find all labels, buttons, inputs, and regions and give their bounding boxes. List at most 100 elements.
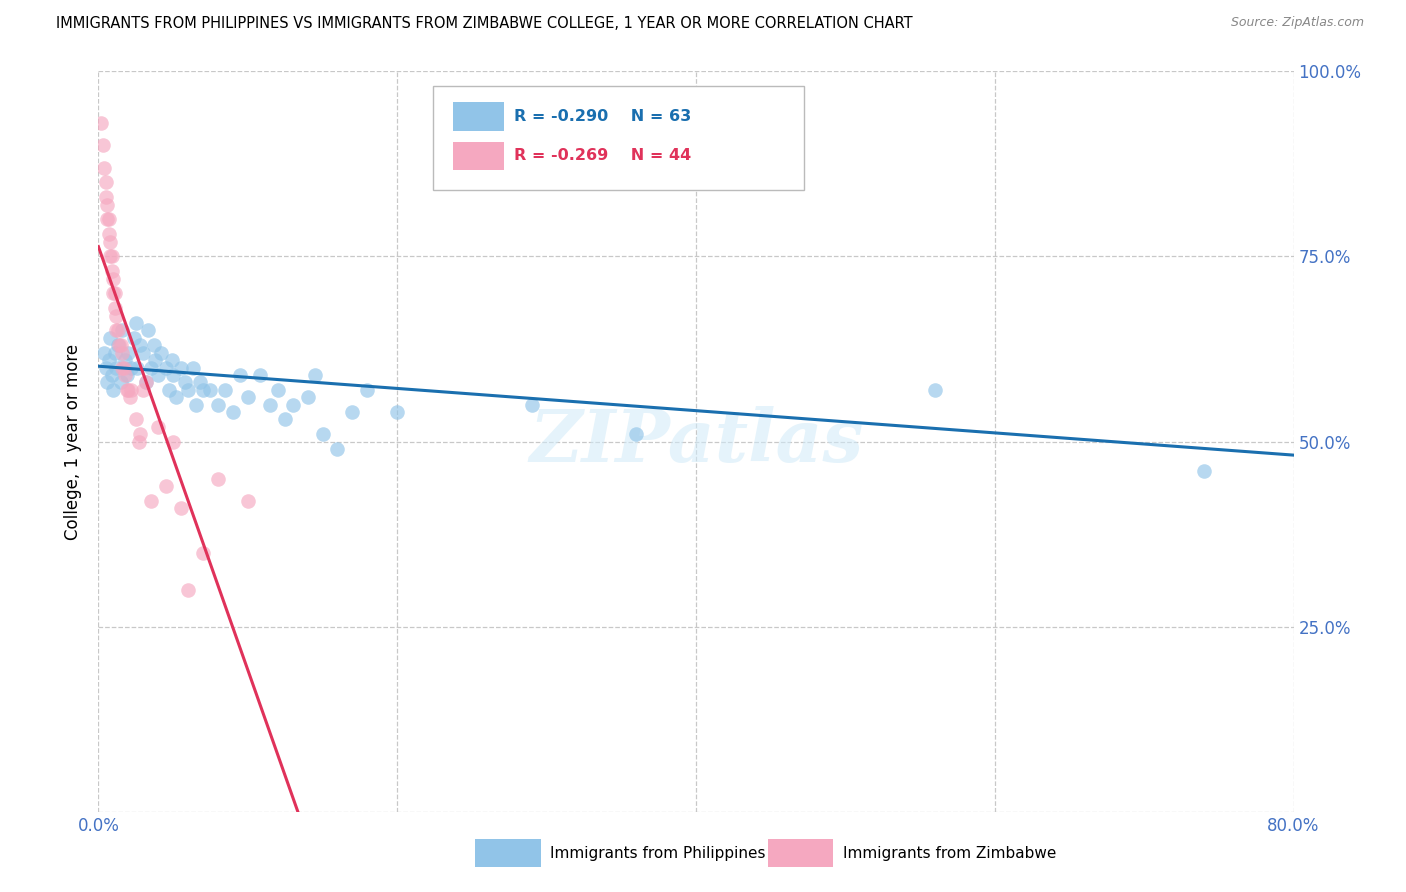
Point	[177, 383, 200, 397]
Point	[112, 360, 135, 375]
FancyBboxPatch shape	[768, 839, 834, 867]
Point	[188, 376, 211, 390]
Point	[281, 397, 304, 411]
Point	[461, 161, 484, 175]
Point	[143, 353, 166, 368]
Point	[94, 190, 117, 204]
FancyBboxPatch shape	[453, 103, 503, 130]
Point	[136, 324, 159, 338]
FancyBboxPatch shape	[475, 839, 540, 867]
Point	[115, 383, 138, 397]
Point	[103, 383, 125, 397]
Point	[274, 412, 297, 426]
Point	[222, 405, 245, 419]
Point	[105, 309, 128, 323]
Point	[160, 353, 183, 368]
Point	[520, 397, 543, 411]
Point	[207, 397, 229, 411]
Point	[115, 368, 138, 382]
Point	[259, 397, 281, 411]
Point	[100, 331, 122, 345]
Point	[169, 360, 191, 375]
Point	[114, 368, 136, 382]
Point	[214, 383, 236, 397]
Point	[104, 345, 127, 359]
Point	[120, 383, 142, 397]
FancyBboxPatch shape	[453, 142, 503, 169]
Point	[117, 345, 139, 359]
Point	[111, 345, 134, 359]
Point	[311, 427, 333, 442]
Point	[108, 338, 131, 352]
Point	[94, 360, 117, 375]
Point	[1192, 464, 1215, 478]
Point	[128, 434, 150, 449]
Point	[93, 161, 115, 175]
Point	[342, 405, 364, 419]
FancyBboxPatch shape	[433, 87, 804, 190]
Point	[385, 405, 409, 419]
Point	[93, 345, 115, 359]
Y-axis label: College, 1 year or more: College, 1 year or more	[65, 343, 83, 540]
Point	[148, 368, 170, 382]
Point	[236, 390, 259, 404]
Point	[97, 227, 120, 242]
Point	[132, 345, 155, 359]
Text: Immigrants from Zimbabwe: Immigrants from Zimbabwe	[844, 846, 1056, 861]
Point	[297, 390, 319, 404]
Point	[155, 479, 177, 493]
Point	[162, 368, 184, 382]
Point	[139, 360, 162, 375]
Point	[184, 397, 207, 411]
Point	[356, 383, 378, 397]
Point	[124, 331, 146, 345]
Point	[150, 345, 173, 359]
Point	[236, 493, 259, 508]
Point	[125, 412, 148, 426]
Text: ZIPatlas: ZIPatlas	[529, 406, 863, 477]
Point	[174, 376, 197, 390]
Point	[924, 383, 946, 397]
Point	[110, 376, 132, 390]
Text: R = -0.269    N = 44: R = -0.269 N = 44	[515, 148, 692, 163]
Point	[157, 383, 180, 397]
Point	[139, 493, 162, 508]
Point	[97, 212, 120, 227]
Point	[181, 360, 204, 375]
Point	[207, 471, 229, 485]
Point	[229, 368, 252, 382]
Point	[200, 383, 222, 397]
Point	[104, 301, 127, 316]
Point	[96, 376, 118, 390]
Point	[103, 286, 125, 301]
Point	[120, 360, 142, 375]
Text: R = -0.290    N = 63: R = -0.290 N = 63	[515, 109, 692, 124]
Point	[114, 353, 136, 368]
Point	[117, 383, 139, 397]
Point	[169, 501, 191, 516]
Point	[105, 324, 128, 338]
Point	[91, 138, 114, 153]
Point	[104, 286, 127, 301]
Point	[135, 376, 157, 390]
Point	[129, 427, 152, 442]
Point	[90, 116, 112, 130]
Point	[132, 383, 155, 397]
Point	[103, 271, 125, 285]
Point	[177, 582, 200, 597]
Point	[162, 434, 184, 449]
Point	[155, 360, 177, 375]
Point	[110, 338, 132, 352]
Point	[267, 383, 290, 397]
Point	[304, 368, 326, 382]
Point	[118, 390, 141, 404]
Point	[125, 316, 148, 330]
Point	[148, 419, 170, 434]
Point	[101, 368, 124, 382]
Text: Source: ZipAtlas.com: Source: ZipAtlas.com	[1230, 16, 1364, 29]
Point	[100, 235, 122, 249]
Point	[191, 383, 214, 397]
Point	[165, 390, 187, 404]
Point	[107, 324, 129, 338]
Point	[94, 175, 117, 190]
